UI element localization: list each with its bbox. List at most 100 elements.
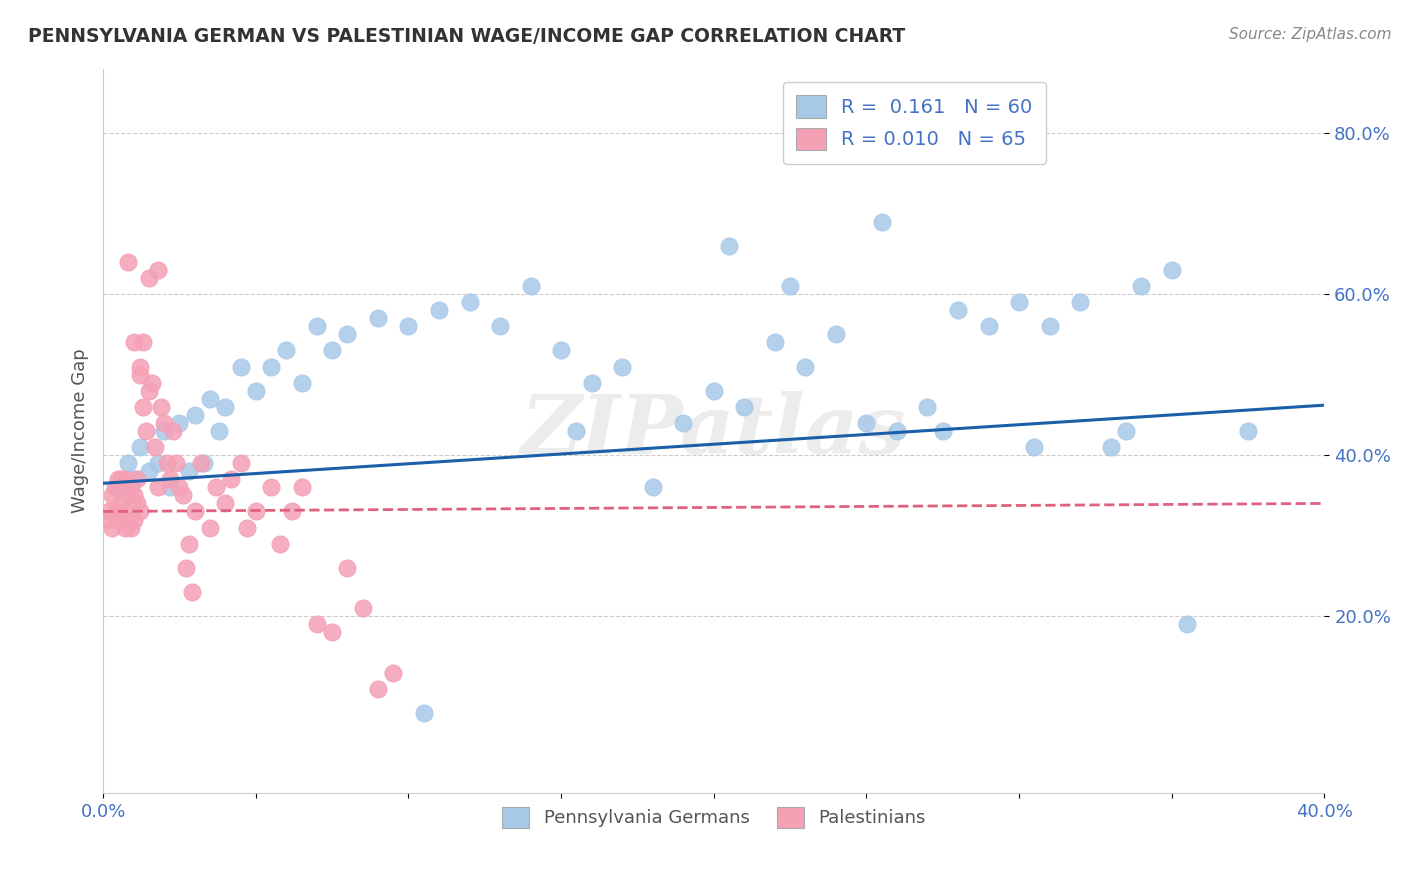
Point xyxy=(550,343,572,358)
Point xyxy=(159,480,181,494)
Point xyxy=(107,512,129,526)
Point xyxy=(138,384,160,398)
Point xyxy=(352,601,374,615)
Point xyxy=(276,343,298,358)
Point xyxy=(763,335,786,350)
Point xyxy=(214,400,236,414)
Point xyxy=(932,424,955,438)
Point xyxy=(132,335,155,350)
Point xyxy=(122,488,145,502)
Point xyxy=(825,327,848,342)
Point xyxy=(122,335,145,350)
Point xyxy=(245,504,267,518)
Point xyxy=(172,488,194,502)
Point xyxy=(104,480,127,494)
Point xyxy=(174,561,197,575)
Point xyxy=(269,537,291,551)
Point xyxy=(1069,295,1091,310)
Text: ZIPatlas: ZIPatlas xyxy=(522,391,907,471)
Point xyxy=(398,319,420,334)
Point xyxy=(183,408,205,422)
Point xyxy=(336,561,359,575)
Point xyxy=(177,464,200,478)
Point xyxy=(1039,319,1062,334)
Legend: Pennsylvania Germans, Palestinians: Pennsylvania Germans, Palestinians xyxy=(495,800,932,835)
Point xyxy=(117,512,139,526)
Point xyxy=(1130,279,1153,293)
Point xyxy=(260,359,283,374)
Point xyxy=(1099,440,1122,454)
Point xyxy=(138,271,160,285)
Point xyxy=(114,520,136,534)
Point xyxy=(382,665,405,680)
Point xyxy=(565,424,588,438)
Point xyxy=(290,376,312,390)
Point xyxy=(128,359,150,374)
Point xyxy=(190,456,212,470)
Point xyxy=(138,464,160,478)
Point xyxy=(1115,424,1137,438)
Point xyxy=(122,472,145,486)
Point xyxy=(193,456,215,470)
Point xyxy=(143,440,166,454)
Point xyxy=(117,255,139,269)
Point xyxy=(146,480,169,494)
Point xyxy=(169,416,191,430)
Point xyxy=(1024,440,1046,454)
Point xyxy=(367,681,389,696)
Point xyxy=(412,706,434,720)
Point xyxy=(128,440,150,454)
Point xyxy=(703,384,725,398)
Point xyxy=(794,359,817,374)
Point xyxy=(153,416,176,430)
Point xyxy=(128,368,150,382)
Point xyxy=(198,520,221,534)
Point xyxy=(367,311,389,326)
Point xyxy=(180,585,202,599)
Point xyxy=(321,343,343,358)
Point xyxy=(612,359,634,374)
Point xyxy=(321,625,343,640)
Point xyxy=(1237,424,1260,438)
Point xyxy=(114,472,136,486)
Point xyxy=(165,456,187,470)
Point xyxy=(101,520,124,534)
Y-axis label: Wage/Income Gap: Wage/Income Gap xyxy=(72,349,89,513)
Point xyxy=(141,376,163,390)
Point xyxy=(132,400,155,414)
Point xyxy=(101,488,124,502)
Point xyxy=(205,480,228,494)
Point xyxy=(229,456,252,470)
Point xyxy=(110,472,132,486)
Point xyxy=(117,488,139,502)
Point xyxy=(855,416,877,430)
Point xyxy=(977,319,1000,334)
Point xyxy=(305,617,328,632)
Point xyxy=(733,400,755,414)
Text: Source: ZipAtlas.com: Source: ZipAtlas.com xyxy=(1229,27,1392,42)
Point xyxy=(336,327,359,342)
Point xyxy=(117,456,139,470)
Point xyxy=(290,480,312,494)
Point xyxy=(135,424,157,438)
Point xyxy=(305,319,328,334)
Point xyxy=(120,520,142,534)
Point xyxy=(159,472,181,486)
Point xyxy=(519,279,541,293)
Point xyxy=(214,496,236,510)
Point xyxy=(221,472,243,486)
Point xyxy=(122,512,145,526)
Point xyxy=(917,400,939,414)
Point xyxy=(153,424,176,438)
Point xyxy=(146,456,169,470)
Point xyxy=(281,504,304,518)
Point xyxy=(198,392,221,406)
Point xyxy=(183,504,205,518)
Point xyxy=(98,504,121,518)
Point xyxy=(946,303,969,318)
Point xyxy=(1160,263,1182,277)
Point xyxy=(886,424,908,438)
Point xyxy=(427,303,450,318)
Text: PENNSYLVANIA GERMAN VS PALESTINIAN WAGE/INCOME GAP CORRELATION CHART: PENNSYLVANIA GERMAN VS PALESTINIAN WAGE/… xyxy=(28,27,905,45)
Point xyxy=(125,496,148,510)
